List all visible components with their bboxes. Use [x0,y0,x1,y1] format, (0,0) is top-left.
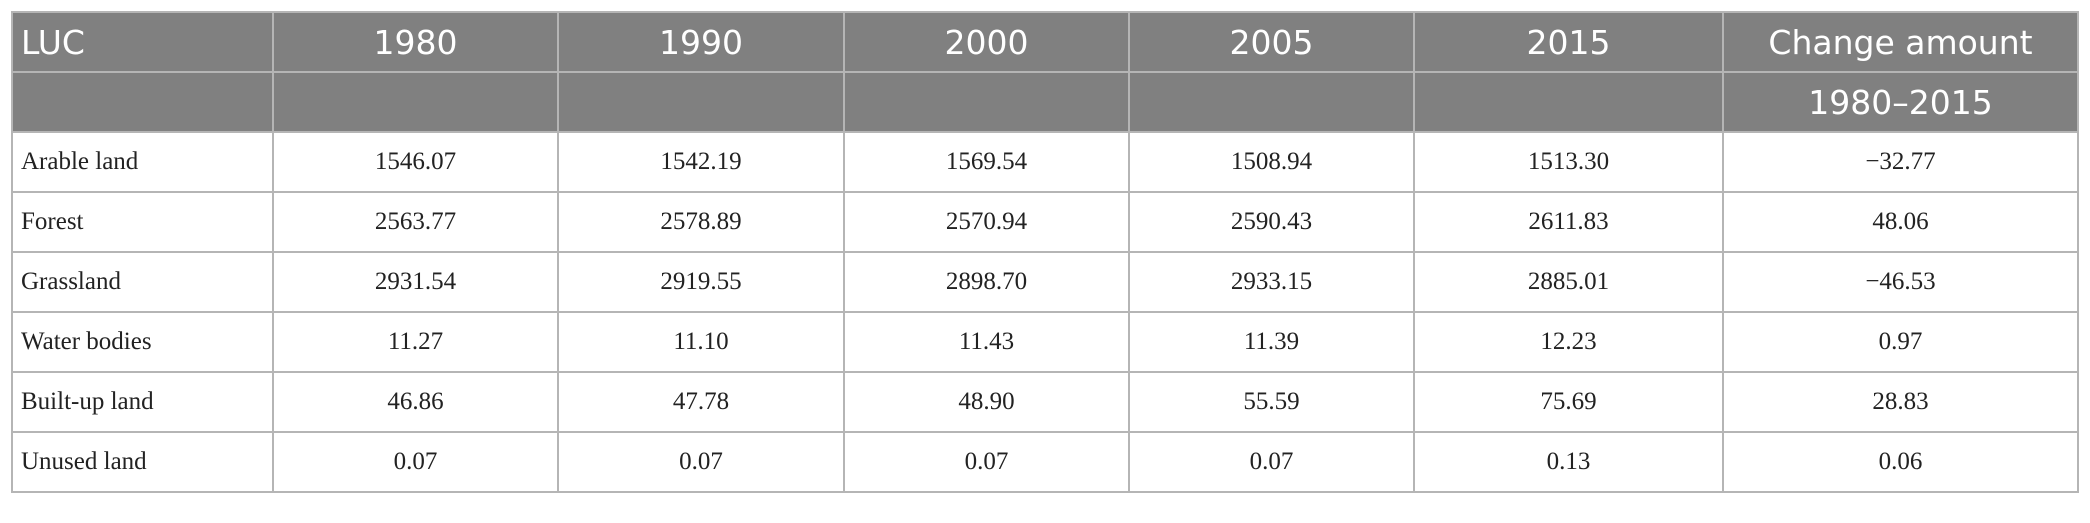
cell: 2590.43 [1128,191,1415,253]
cell: 1546.07 [272,131,559,193]
cell: 0.07 [557,431,845,493]
cell: 2578.89 [557,191,845,253]
data-table: LUC 1980 1990 2000 2005 2015 Change amount 1980… [11,11,2079,493]
cell: 0.07 [272,431,559,493]
cell: 2931.54 [272,251,559,313]
cell: −32.77 [1722,131,2079,193]
table-row: Built-up land 46.86 47.78 48.90 55.59 75.69 28… [11,371,2079,433]
row-label: Unused land [11,431,274,493]
row-label: Arable land [11,131,274,193]
cell: 2570.94 [843,191,1130,253]
row-label: Built-up land [11,371,274,433]
cell: 0.97 [1722,311,2079,373]
empty-header-cell [1413,71,1724,133]
empty-header-cell [843,71,1130,133]
cell: 11.39 [1128,311,1415,373]
cell: 11.10 [557,311,845,373]
cell: 11.27 [272,311,559,373]
table-row: Water bodies 11.27 11.10 11.43 11.39 12.23 0.9… [11,311,2079,373]
column-header: 2015 [1413,11,1724,73]
cell: 0.07 [843,431,1130,493]
cell: 1569.54 [843,131,1130,193]
cell: 47.78 [557,371,845,433]
column-header: Change amount [1722,11,2079,73]
cell: 75.69 [1413,371,1724,433]
cell: 2611.83 [1413,191,1724,253]
row-label: Forest [11,191,274,253]
empty-header-cell [272,71,559,133]
column-header: 1990 [557,11,845,73]
empty-header-cell [11,71,274,133]
column-header: 1980 [272,11,559,73]
column-header: LUC [11,11,274,73]
cell: 1508.94 [1128,131,1415,193]
cell: 2898.70 [843,251,1130,313]
cell: 0.06 [1722,431,2079,493]
table-body: Arable land 1546.07 1542.19 1569.54 1508.94 1… [11,131,2079,493]
cell: 2933.15 [1128,251,1415,313]
column-header: 2005 [1128,11,1415,73]
cell: 28.83 [1722,371,2079,433]
cell: 0.07 [1128,431,1415,493]
cell: 46.86 [272,371,559,433]
table-row: Arable land 1546.07 1542.19 1569.54 1508.94 1… [11,131,2079,193]
cell: 12.23 [1413,311,1724,373]
cell: 55.59 [1128,371,1415,433]
column-subheader: 1980–2015 [1722,71,2079,133]
column-header: 2000 [843,11,1130,73]
table-row: Forest 2563.77 2578.89 2570.94 2590.43 2611.8… [11,191,2079,253]
cell: 48.90 [843,371,1130,433]
row-label: Water bodies [11,311,274,373]
table-row: Grassland 2931.54 2919.55 2898.70 2933.15 288… [11,251,2079,313]
cell: 11.43 [843,311,1130,373]
cell: 1542.19 [557,131,845,193]
table-row: Unused land 0.07 0.07 0.07 0.07 0.13 0.06 [11,431,2079,493]
cell: 2885.01 [1413,251,1724,313]
cell: 2919.55 [557,251,845,313]
table-header: LUC 1980 1990 2000 2005 2015 Change amount 1980… [11,11,2079,133]
cell: 2563.77 [272,191,559,253]
cell: 1513.30 [1413,131,1724,193]
header-row: LUC 1980 1990 2000 2005 2015 Change amount [11,11,2079,73]
cell: −46.53 [1722,251,2079,313]
row-label: Grassland [11,251,274,313]
cell: 48.06 [1722,191,2079,253]
cell: 0.13 [1413,431,1724,493]
empty-header-cell [1128,71,1415,133]
empty-header-cell [557,71,845,133]
header-row: 1980–2015 [11,71,2079,133]
